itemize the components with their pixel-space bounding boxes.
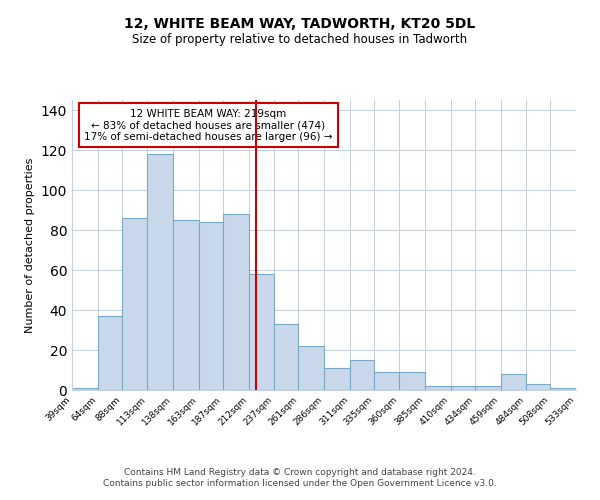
Bar	[98, 316, 122, 390]
Bar	[350, 360, 374, 390]
Bar	[298, 346, 324, 390]
Bar	[526, 384, 550, 390]
Bar	[72, 388, 98, 390]
Bar	[173, 220, 199, 390]
Bar	[148, 154, 173, 390]
Bar	[223, 214, 248, 390]
Bar	[374, 372, 400, 390]
Text: 12, WHITE BEAM WAY, TADWORTH, KT20 5DL: 12, WHITE BEAM WAY, TADWORTH, KT20 5DL	[124, 18, 476, 32]
Bar	[425, 386, 451, 390]
Bar	[451, 386, 475, 390]
Bar	[550, 388, 576, 390]
Bar	[199, 222, 223, 390]
Bar	[248, 274, 274, 390]
Bar	[475, 386, 500, 390]
Bar	[274, 324, 298, 390]
Text: Size of property relative to detached houses in Tadworth: Size of property relative to detached ho…	[133, 32, 467, 46]
Bar	[122, 218, 148, 390]
Y-axis label: Number of detached properties: Number of detached properties	[25, 158, 35, 332]
Text: Contains HM Land Registry data © Crown copyright and database right 2024.
Contai: Contains HM Land Registry data © Crown c…	[103, 468, 497, 487]
Bar	[500, 374, 526, 390]
Bar	[324, 368, 350, 390]
Text: 12 WHITE BEAM WAY: 219sqm
← 83% of detached houses are smaller (474)
17% of semi: 12 WHITE BEAM WAY: 219sqm ← 83% of detac…	[84, 108, 332, 142]
Bar	[400, 372, 425, 390]
